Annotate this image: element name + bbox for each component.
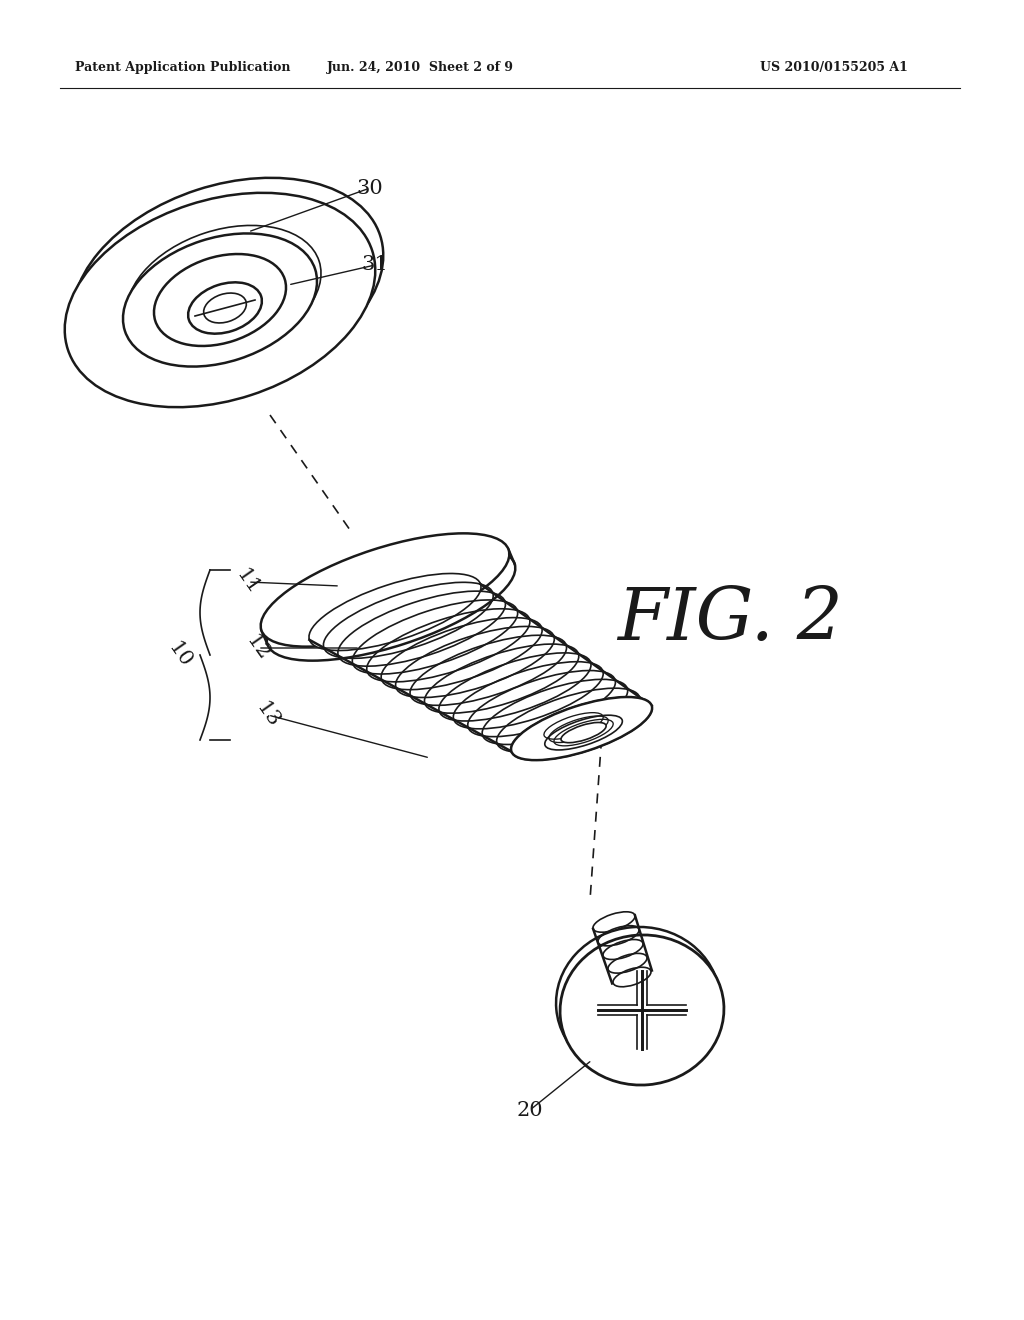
Ellipse shape	[266, 548, 515, 660]
Ellipse shape	[188, 282, 262, 334]
Text: 30: 30	[356, 178, 383, 198]
Text: FIG. 2: FIG. 2	[617, 585, 843, 655]
Ellipse shape	[561, 722, 606, 743]
Ellipse shape	[73, 178, 383, 392]
Ellipse shape	[65, 193, 375, 407]
Text: Patent Application Publication: Patent Application Publication	[75, 62, 291, 74]
Text: 10: 10	[165, 639, 196, 672]
Ellipse shape	[261, 533, 509, 647]
Ellipse shape	[545, 715, 623, 750]
Text: 12: 12	[243, 632, 273, 664]
Polygon shape	[598, 1006, 686, 1015]
Ellipse shape	[560, 935, 724, 1085]
Ellipse shape	[593, 912, 635, 932]
Text: 13: 13	[253, 698, 284, 731]
Ellipse shape	[204, 293, 247, 323]
Ellipse shape	[511, 697, 652, 760]
Text: 11: 11	[232, 565, 263, 598]
Ellipse shape	[309, 573, 481, 651]
Text: 31: 31	[361, 256, 388, 275]
Polygon shape	[638, 972, 646, 1049]
Ellipse shape	[154, 253, 286, 346]
Text: US 2010/0155205 A1: US 2010/0155205 A1	[760, 62, 908, 74]
Text: 20: 20	[517, 1101, 544, 1119]
Text: Jun. 24, 2010  Sheet 2 of 9: Jun. 24, 2010 Sheet 2 of 9	[327, 62, 513, 74]
Ellipse shape	[123, 234, 317, 367]
